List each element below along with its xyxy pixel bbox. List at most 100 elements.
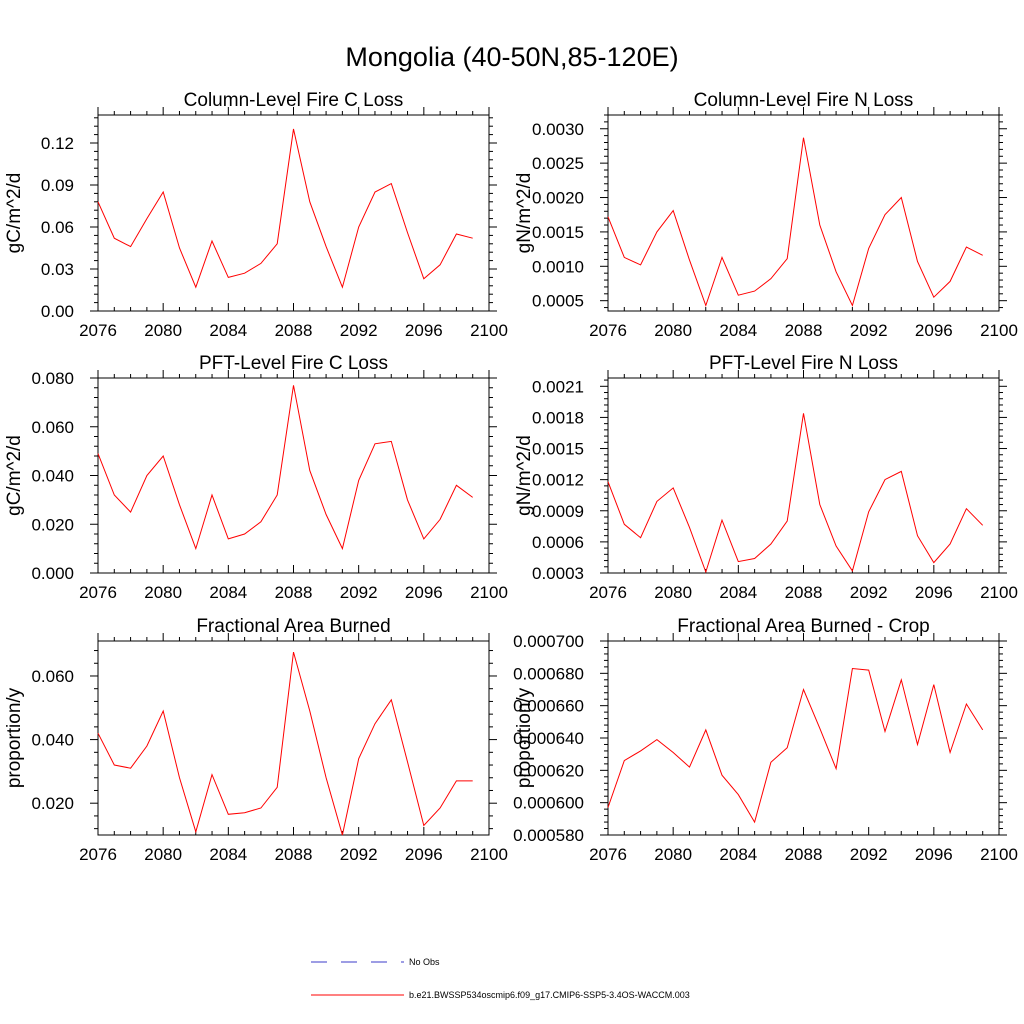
x-tick-label: 2092 (340, 583, 378, 602)
x-tick-label: 2096 (405, 321, 443, 340)
y-tick-label: 0.0018 (532, 408, 584, 427)
data-point (113, 237, 115, 239)
data-point (227, 276, 229, 278)
data-point (835, 545, 837, 547)
data-point (623, 256, 625, 258)
data-point (439, 807, 441, 809)
data-point (705, 571, 707, 573)
panel-title: Column-Level Fire N Loss (694, 90, 914, 111)
data-point (933, 296, 935, 298)
data-point (129, 767, 131, 769)
data-point (292, 128, 294, 130)
data-point (884, 478, 886, 480)
data-point (656, 500, 658, 502)
data-point (276, 494, 278, 496)
data-point (472, 237, 474, 239)
x-tick-label: 2088 (785, 845, 823, 864)
data-point (965, 508, 967, 510)
x-tick-label: 2076 (79, 583, 117, 602)
data-point (276, 786, 278, 788)
data-point (195, 831, 197, 833)
data-point (390, 440, 392, 442)
y-tick-label: 0.020 (31, 794, 74, 813)
data-point (243, 812, 245, 814)
data-point (455, 780, 457, 782)
x-tick-label: 2080 (144, 321, 182, 340)
y-tick-label: 0.0015 (532, 440, 584, 459)
data-point (688, 766, 690, 768)
x-tick-label: 2096 (915, 845, 953, 864)
data-point (721, 774, 723, 776)
y-tick-label: 0.000620 (513, 761, 584, 780)
data-point (358, 758, 360, 760)
data-point (607, 216, 609, 218)
x-tick-label: 2088 (275, 321, 313, 340)
panel-3: 2076 2080 2084 2088 2092 2096 2100 0.000 0.020 0.… (4, 353, 508, 602)
y-tick-label: 0.0021 (532, 377, 584, 396)
data-point (309, 469, 311, 471)
y-tick-label: 0.000640 (513, 729, 584, 748)
data-point (341, 834, 343, 836)
y-tick-label: 0.000 (31, 564, 74, 583)
plot-frame (607, 640, 1000, 836)
data-point (113, 494, 115, 496)
y-tick-label: 0.0009 (532, 502, 584, 521)
y-tick-label: 0.09 (41, 176, 74, 195)
data-point (292, 384, 294, 386)
panel-title: PFT-Level Fire N Loss (709, 353, 898, 374)
data-point (146, 745, 148, 747)
legend-entry-1: No Obs (311, 957, 440, 967)
data-point (786, 747, 788, 749)
x-tick-label: 2076 (589, 583, 627, 602)
y-axis-label: gN/m^2/d (514, 173, 535, 254)
data-point (672, 209, 674, 211)
data-point (770, 761, 772, 763)
x-tick-label: 2100 (470, 321, 508, 340)
data-point (737, 294, 739, 296)
data-point (656, 231, 658, 233)
y-tick-label: 0.0010 (532, 257, 584, 276)
data-point (358, 226, 360, 228)
data-point (97, 452, 99, 454)
y-tick-label: 0.000580 (513, 826, 584, 845)
data-point (786, 520, 788, 522)
y-tick-label: 0.12 (41, 134, 74, 153)
data-point (623, 523, 625, 525)
y-tick-label: 0.060 (31, 667, 74, 686)
x-tick-label: 2100 (470, 583, 508, 602)
data-point (965, 703, 967, 705)
y-tick-label: 0.000700 (513, 632, 584, 651)
data-point (900, 196, 902, 198)
data-point (406, 231, 408, 233)
y-axis-label: gC/m^2/d (4, 173, 25, 254)
y-tick-label: 0.000600 (513, 794, 584, 813)
data-point (423, 824, 425, 826)
legend-label: b.e21.BWSSP534oscmip6.f09_g17.CMIP6-SSP5… (409, 990, 690, 1000)
data-point (276, 243, 278, 245)
data-point (146, 217, 148, 219)
x-tick-label: 2088 (785, 321, 823, 340)
y-tick-label: 0.040 (31, 467, 74, 486)
x-tick-label: 2092 (340, 321, 378, 340)
data-point (770, 278, 772, 280)
data-point (819, 503, 821, 505)
data-point (243, 533, 245, 535)
data-point (374, 191, 376, 193)
data-point (639, 264, 641, 266)
data-point (341, 286, 343, 288)
series-line (97, 128, 473, 289)
plot-frame (97, 640, 490, 836)
data-point (178, 777, 180, 779)
data-point (472, 496, 474, 498)
plot-frame (97, 114, 490, 312)
y-tick-label: 0.000680 (513, 664, 584, 683)
data-point (868, 511, 870, 513)
y-tick-label: 0.0015 (532, 223, 584, 242)
y-tick-label: 0.0020 (532, 189, 584, 208)
data-point (325, 513, 327, 515)
data-point (916, 535, 918, 537)
data-point (933, 561, 935, 563)
data-point (982, 254, 984, 256)
x-tick-label: 2084 (719, 845, 757, 864)
